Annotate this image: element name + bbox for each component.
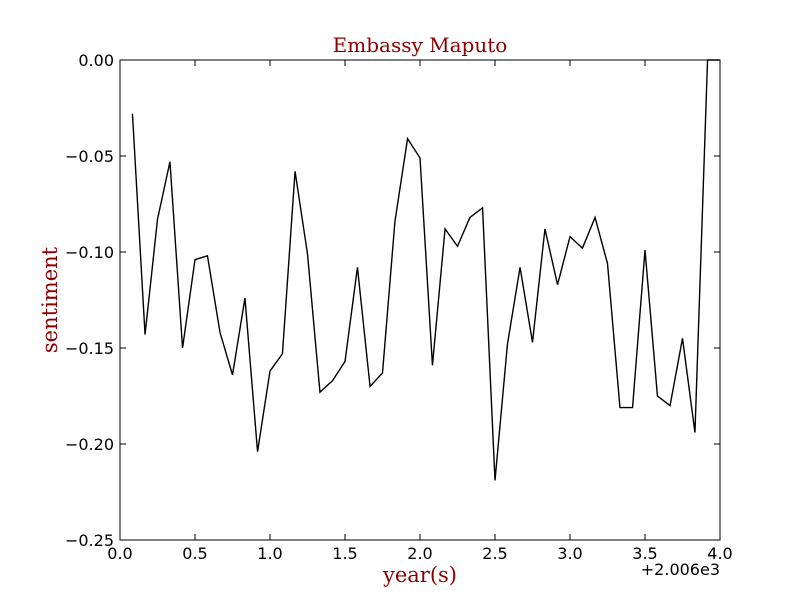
y-tick-label: −0.25 xyxy=(65,531,114,550)
x-axis-title: year(s) xyxy=(382,563,457,587)
x-tick-label: 1.5 xyxy=(332,544,357,563)
tick-labels-layer: 0.0 0.5 1.0 1.5 2.0 2.5 3.0 3.5 4.0 0.00 −0.05 −0.1… xyxy=(65,51,733,563)
y-tick-label: −0.15 xyxy=(65,339,114,358)
y-tick-label: −0.05 xyxy=(65,147,114,166)
x-tick-label: 4.0 xyxy=(707,544,732,563)
series-layer xyxy=(131,59,720,481)
x-tick-label: 0.0 xyxy=(107,544,132,563)
chart-title: Embassy Maputo xyxy=(333,33,508,57)
x-tick-label: 1.0 xyxy=(257,544,282,563)
plot-area xyxy=(119,59,721,541)
x-tick-label: 3.0 xyxy=(557,544,582,563)
x-tick-label: 2.5 xyxy=(482,544,507,563)
series-line xyxy=(131,59,720,481)
x-axis-offset-label: +2.006e3 xyxy=(641,560,720,579)
y-tick-label: −0.10 xyxy=(65,243,114,262)
y-tick-label: −0.20 xyxy=(65,435,114,454)
y-axis-title: sentiment xyxy=(38,246,62,353)
x-tick-label: 2.0 xyxy=(407,544,432,563)
y-tick-label: 0.00 xyxy=(78,51,114,70)
x-tick-label: 3.5 xyxy=(632,544,657,563)
x-tick-label: 0.5 xyxy=(182,544,207,563)
